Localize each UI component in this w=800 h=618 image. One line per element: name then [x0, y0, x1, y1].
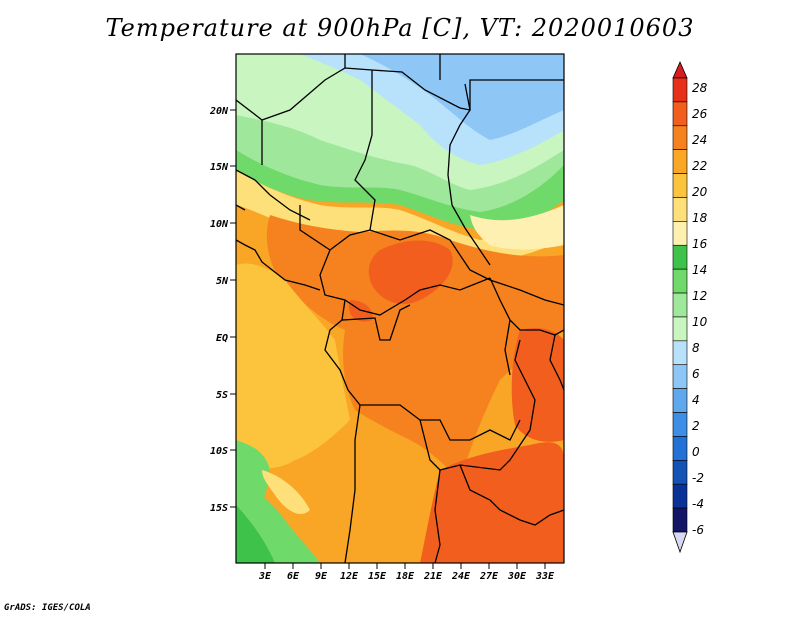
lon-label-12e: 12E: [340, 571, 359, 582]
cb-label-12: 12: [692, 289, 707, 303]
cb-label-minus6: -6: [692, 523, 704, 537]
colorbar-cell: [672, 268, 688, 294]
colorbar-cell: [672, 77, 688, 103]
colorbar-cell: [672, 292, 688, 318]
lat-label-eq: EQ: [216, 333, 228, 344]
cb-label-14: 14: [692, 263, 707, 277]
lat-label-15n: 15N: [210, 162, 229, 173]
lon-label-27e: 27E: [479, 571, 499, 582]
cb-label-2: 2: [692, 419, 700, 433]
colorbar-cell: [672, 149, 688, 174]
credit-text: GrADS: IGES/COLA: [4, 603, 91, 613]
colorbar-cell: [672, 388, 688, 413]
cb-label-minus4: -4: [692, 497, 704, 511]
lat-label-15s: 15S: [210, 503, 228, 514]
country-borders: [236, 54, 564, 563]
colorbar-warm-tip: [672, 61, 688, 79]
cb-label-8: 8: [692, 341, 700, 355]
plot-frame: [235, 53, 565, 564]
colorbar-cell: [672, 101, 688, 127]
cb-label-minus2: -2: [692, 471, 704, 485]
colorbar-cell: [672, 244, 688, 270]
lat-label-20n: 20N: [209, 106, 229, 117]
lon-label-15e: 15E: [368, 571, 387, 582]
colorbar: 28 26 24 22 20 18 16 14 12 10 8 6 4 2 0 …: [672, 61, 708, 554]
cb-label-22: 22: [692, 159, 707, 173]
latitude-axis: 20N 15N 10N 5N EQ 5S 10S 15S: [209, 106, 236, 514]
cb-label-6: 6: [692, 367, 700, 381]
cb-label-10: 10: [692, 315, 708, 329]
colorbar-cell: [672, 460, 688, 485]
colorbar-labels: 28 26 24 22 20 18 16 14 12 10 8 6 4 2 0 …: [692, 81, 708, 537]
lon-label-3e: 3E: [258, 571, 272, 582]
lon-label-24e: 24E: [451, 571, 471, 582]
cb-label-24: 24: [692, 133, 707, 147]
colorbar-cold-tip: [672, 531, 688, 554]
colorbar-cell: [672, 125, 688, 150]
colorbar-cell: [672, 436, 688, 461]
colorbar-cell: [672, 173, 688, 198]
lon-label-21e: 21E: [423, 571, 443, 582]
colorbar-cell: [672, 197, 688, 222]
cb-label-18: 18: [692, 211, 708, 225]
map-field: [236, 54, 564, 563]
colorbar-cell: [672, 364, 688, 389]
colorbar-cell: [672, 340, 688, 366]
cb-label-4: 4: [692, 393, 700, 407]
colorbar-cell: [672, 316, 688, 342]
lat-label-10n: 10N: [210, 219, 229, 230]
lon-label-9e: 9E: [315, 571, 328, 582]
lat-label-10s: 10S: [210, 446, 228, 457]
lon-label-33e: 33E: [535, 571, 555, 582]
colorbar-cell: [672, 483, 688, 509]
colorbar-cell: [672, 412, 688, 437]
cb-label-26: 26: [692, 107, 708, 121]
colorbar-cell: [672, 221, 688, 246]
cb-label-28: 28: [692, 81, 708, 95]
longitude-axis: 3E 6E 9E 12E 15E 18E 21E 24E 27E 30E 33E: [258, 563, 555, 582]
lon-label-18e: 18E: [396, 571, 415, 582]
lon-label-6e: 6E: [287, 571, 300, 582]
colorbar-cell: [672, 507, 688, 533]
cb-label-16: 16: [692, 237, 708, 251]
lon-label-30e: 30E: [507, 571, 527, 582]
lat-label-5n: 5N: [216, 276, 229, 287]
cb-label-20: 20: [692, 185, 708, 199]
colorbar-cells: [672, 77, 688, 533]
cb-label-0: 0: [692, 445, 700, 459]
map-title: Temperature at 900hPa [C], VT: 202001060…: [105, 14, 695, 42]
lat-label-5s: 5S: [216, 390, 228, 401]
